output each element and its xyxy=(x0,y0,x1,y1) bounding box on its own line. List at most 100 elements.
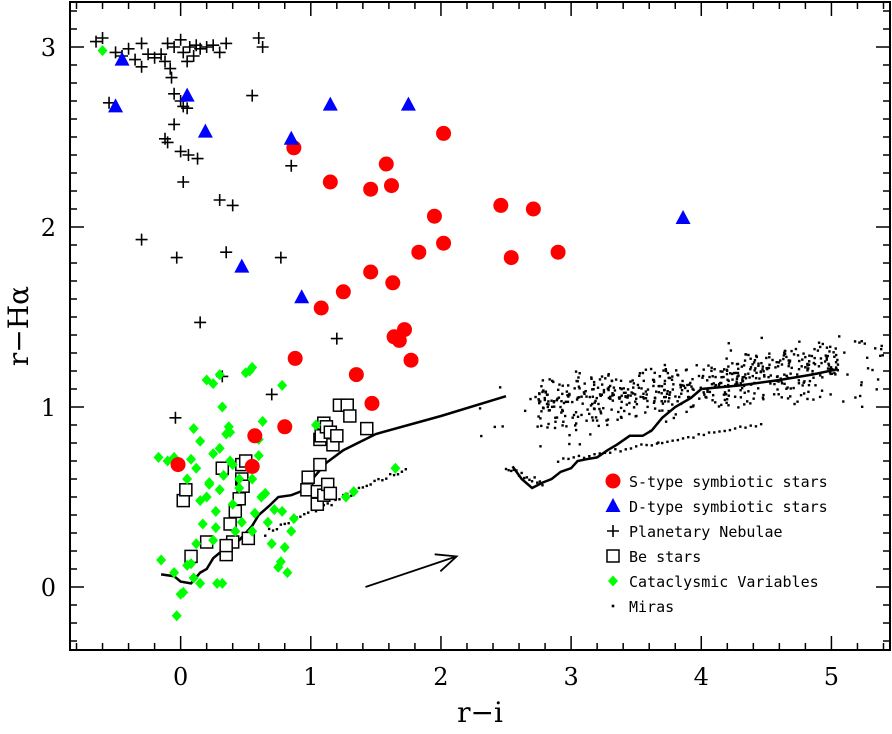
mira-point xyxy=(838,335,841,338)
mira-point xyxy=(836,358,839,362)
mira-point xyxy=(833,355,836,358)
mira-point xyxy=(582,391,586,394)
mira-point xyxy=(567,457,570,461)
mira-point xyxy=(537,415,540,418)
mira-point xyxy=(667,400,670,403)
mira-point xyxy=(561,384,564,387)
mira-point xyxy=(546,393,549,396)
diamond-point xyxy=(208,378,219,390)
mira-point xyxy=(632,386,635,389)
mira-point xyxy=(811,372,814,376)
mira-point xyxy=(843,351,846,354)
mira-point xyxy=(817,365,821,368)
mira-point xyxy=(330,503,333,507)
mira-point xyxy=(661,441,664,445)
mira-point xyxy=(534,395,537,399)
mira-point xyxy=(787,362,791,365)
plot-frame xyxy=(69,1,891,651)
mira-point xyxy=(807,367,810,370)
mira-point xyxy=(704,395,707,399)
mira-point xyxy=(826,367,830,370)
mira-point xyxy=(660,385,664,388)
mira-point xyxy=(668,396,671,400)
mira-point xyxy=(596,386,600,389)
mira-point xyxy=(831,368,834,371)
circle-point xyxy=(313,300,329,316)
mira-point xyxy=(674,395,677,398)
mira-point xyxy=(629,447,633,450)
diamond-point xyxy=(247,361,258,373)
mira-point xyxy=(812,398,815,401)
mira-point xyxy=(720,403,723,407)
y-tick-label: 0 xyxy=(41,574,56,602)
circle-point xyxy=(403,352,419,368)
mira-point xyxy=(798,340,801,343)
mira-point xyxy=(786,397,790,400)
mira-point xyxy=(803,380,806,383)
mira-point xyxy=(306,511,310,514)
mira-point xyxy=(573,387,576,390)
mira-point xyxy=(714,383,718,387)
mira-point xyxy=(377,477,380,481)
mira-point xyxy=(614,378,618,381)
mira-point xyxy=(743,359,747,362)
mira-point xyxy=(747,390,750,393)
mira-point xyxy=(688,383,691,386)
circle-point xyxy=(383,178,399,194)
mira-point xyxy=(498,386,502,389)
mira-point xyxy=(760,336,763,340)
diamond-point xyxy=(169,567,180,579)
circle-point xyxy=(170,457,186,473)
mira-point xyxy=(548,409,551,412)
mira-point xyxy=(622,391,626,395)
mira-point xyxy=(796,373,799,376)
mira-point xyxy=(732,371,736,375)
circle-point xyxy=(364,395,380,411)
diamond-point xyxy=(191,462,202,474)
mira-point xyxy=(598,393,602,396)
mira-point xyxy=(742,364,746,367)
mira-point xyxy=(396,473,400,476)
mira-point xyxy=(541,484,544,487)
mira-point xyxy=(588,454,591,458)
mira-point xyxy=(501,425,504,428)
triangle-point xyxy=(108,98,124,113)
mira-point xyxy=(668,376,672,380)
mira-point xyxy=(388,472,392,476)
mira-point xyxy=(611,394,614,397)
mira-point xyxy=(712,382,715,385)
mira-point xyxy=(628,412,631,416)
plus-point xyxy=(142,48,155,61)
mira-point xyxy=(823,360,827,363)
mira-point xyxy=(762,393,765,397)
mira-point xyxy=(802,352,805,355)
mira-point xyxy=(568,433,571,437)
mira-point xyxy=(829,345,832,349)
mira-point xyxy=(680,392,683,395)
mira-point xyxy=(314,510,318,513)
mira-point xyxy=(749,357,752,360)
mira-point xyxy=(828,371,832,374)
mira-point xyxy=(619,450,622,453)
mira-point xyxy=(706,388,709,392)
plus-point xyxy=(122,42,135,55)
mira-point xyxy=(641,371,645,375)
legend-plus-marker xyxy=(607,525,619,537)
diamond-point xyxy=(275,556,286,568)
mira-point xyxy=(275,528,279,531)
mira-point xyxy=(369,483,372,486)
mira-point xyxy=(744,426,747,429)
mira-point xyxy=(572,456,575,459)
mira-point xyxy=(815,372,818,375)
mira-point xyxy=(614,448,617,451)
mira-point xyxy=(860,340,863,343)
mira-point xyxy=(597,424,600,428)
circle-point xyxy=(426,208,442,224)
mira-point xyxy=(562,420,565,423)
mira-point xyxy=(820,389,824,392)
mira-point xyxy=(819,374,822,377)
mira-point xyxy=(790,366,793,370)
plus-point xyxy=(174,33,187,46)
plus-point xyxy=(220,246,233,259)
diamond-point xyxy=(311,419,321,431)
